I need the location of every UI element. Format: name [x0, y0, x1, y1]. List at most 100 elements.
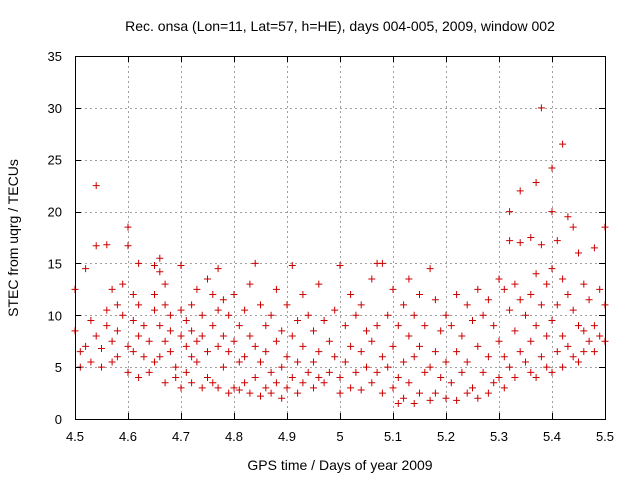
- data-point: [177, 384, 185, 392]
- data-point: [580, 280, 588, 288]
- data-point: [246, 389, 254, 397]
- data-point: [108, 285, 116, 293]
- data-point: [500, 285, 508, 293]
- data-point: [537, 353, 545, 361]
- data-point: [548, 316, 556, 324]
- data-point: [140, 353, 148, 361]
- data-point: [553, 237, 561, 245]
- data-point: [145, 337, 153, 345]
- data-point: [299, 291, 307, 299]
- data-point: [315, 348, 323, 356]
- data-point: [405, 379, 413, 387]
- x-tick-label: 4.9: [278, 429, 296, 444]
- data-point: [590, 348, 598, 356]
- data-point: [98, 344, 105, 352]
- data-point: [495, 337, 503, 345]
- data-point: [257, 392, 264, 400]
- data-point: [400, 358, 408, 366]
- data-point: [251, 342, 259, 350]
- data-point: [92, 332, 100, 340]
- data-point: [225, 311, 233, 319]
- data-point: [394, 322, 402, 330]
- data-point: [241, 353, 249, 361]
- data-point: [246, 280, 254, 288]
- data-point: [161, 337, 169, 345]
- data-point: [198, 384, 206, 392]
- data-point: [124, 368, 132, 376]
- data-point: [495, 275, 503, 283]
- data-point: [214, 265, 222, 273]
- data-point: [113, 353, 121, 361]
- data-point: [421, 322, 429, 330]
- data-point: [156, 322, 164, 330]
- data-point: [516, 296, 524, 304]
- data-point: [559, 140, 567, 148]
- data-point: [124, 342, 132, 350]
- data-point: [590, 322, 598, 330]
- data-point: [437, 327, 445, 335]
- data-point: [113, 327, 121, 335]
- data-point: [532, 374, 540, 382]
- data-point: [151, 306, 158, 314]
- data-point: [575, 322, 582, 330]
- data-point: [119, 280, 127, 288]
- data-point: [113, 301, 121, 309]
- data-point: [161, 301, 169, 309]
- data-point: [463, 389, 471, 397]
- data-point: [484, 353, 492, 361]
- grid-lines: [75, 56, 605, 419]
- data-point: [182, 342, 190, 350]
- data-point: [516, 187, 524, 195]
- data-point: [193, 337, 201, 345]
- data-point: [230, 384, 238, 392]
- data-point: [172, 374, 180, 382]
- data-point: [416, 389, 423, 397]
- y-tick-label: 25: [48, 153, 62, 168]
- data-point: [108, 337, 116, 345]
- data-point: [182, 368, 190, 376]
- data-point: [537, 104, 545, 112]
- data-point: [559, 363, 567, 371]
- data-point: [310, 384, 317, 392]
- data-point: [453, 291, 461, 299]
- data-point: [500, 384, 508, 392]
- y-tick-label: 15: [48, 256, 62, 271]
- data-point: [357, 386, 365, 394]
- data-point: [431, 348, 439, 356]
- y-tick-label: 30: [48, 101, 62, 116]
- y-tick-labels: 0 5 10 15 20 25 30 35: [48, 49, 62, 427]
- data-point: [400, 394, 408, 402]
- data-point: [262, 384, 270, 392]
- data-point: [363, 363, 370, 371]
- data-point: [341, 322, 349, 330]
- data-point: [219, 332, 227, 340]
- y-axis-title: STEC from uqrg / TECUs: [5, 159, 21, 317]
- data-point: [235, 358, 243, 366]
- data-point: [405, 332, 413, 340]
- data-point: [161, 280, 169, 288]
- data-point: [357, 348, 365, 356]
- data-point: [543, 332, 551, 340]
- data-point: [543, 363, 551, 371]
- data-point: [569, 353, 577, 361]
- y-tick-label: 20: [48, 205, 62, 220]
- x-tick-label: 4.7: [172, 429, 190, 444]
- data-point: [198, 332, 206, 340]
- data-point: [193, 358, 201, 366]
- data-point: [564, 342, 572, 350]
- data-point: [511, 327, 519, 335]
- data-point: [336, 262, 344, 270]
- data-point: [532, 179, 540, 187]
- data-point: [410, 399, 418, 407]
- data-point: [294, 316, 302, 324]
- data-point: [177, 306, 185, 314]
- data-point: [315, 280, 323, 288]
- data-point: [426, 265, 434, 273]
- data-point: [156, 254, 164, 262]
- data-point: [225, 348, 233, 356]
- data-point: [463, 301, 471, 309]
- data-point: [209, 291, 217, 299]
- data-point: [204, 275, 211, 283]
- data-point: [92, 242, 100, 250]
- data-point: [209, 379, 217, 387]
